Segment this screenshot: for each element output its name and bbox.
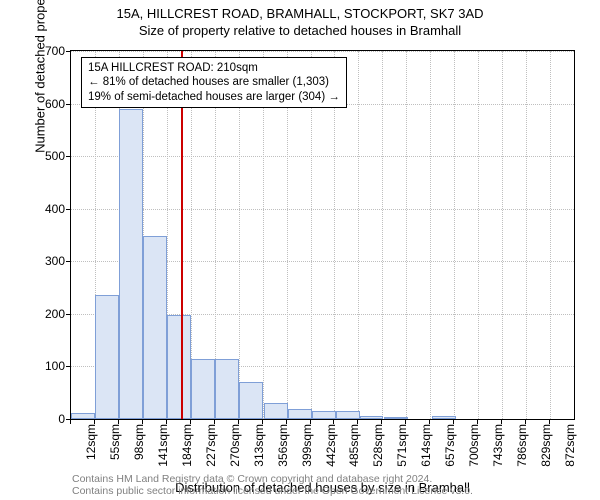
ytick-label: 600	[25, 97, 65, 111]
xtick-label: 485sqm	[347, 424, 361, 474]
gridline-h	[71, 209, 574, 210]
xtick-mark	[166, 419, 167, 424]
xtick-label: 872sqm	[563, 424, 577, 474]
xtick-mark	[549, 419, 550, 424]
histogram-bar	[119, 109, 143, 419]
xtick-label: 743sqm	[491, 424, 505, 474]
annotation-line: 15A HILLCREST ROAD: 210sqm	[88, 61, 340, 75]
annotation-line: ← 81% of detached houses are smaller (1,…	[88, 75, 340, 89]
ytick-mark	[66, 51, 71, 52]
xtick-label: 12sqm	[84, 424, 98, 474]
xtick-mark	[94, 419, 95, 424]
xtick-mark	[214, 419, 215, 424]
xtick-label: 700sqm	[467, 424, 481, 474]
xtick-label: 184sqm	[180, 424, 194, 474]
xtick-mark	[453, 419, 454, 424]
xtick-label: 227sqm	[204, 424, 218, 474]
xtick-mark	[381, 419, 382, 424]
xtick-label: 786sqm	[515, 424, 529, 474]
ytick-label: 200	[25, 307, 65, 321]
xtick-mark	[286, 419, 287, 424]
y-axis-label: Number of detached properties	[33, 0, 48, 153]
xtick-label: 528sqm	[371, 424, 385, 474]
gridline-v	[358, 51, 359, 419]
footer: Contains HM Land Registry data © Crown c…	[72, 473, 473, 498]
xtick-label: 98sqm	[132, 424, 146, 474]
ytick-label: 300	[25, 254, 65, 268]
gridline-v	[430, 51, 431, 419]
xtick-label: 356sqm	[276, 424, 290, 474]
title-sub: Size of property relative to detached ho…	[0, 21, 600, 38]
xtick-label: 571sqm	[395, 424, 409, 474]
gridline-v	[502, 51, 503, 419]
histogram-bar	[143, 236, 167, 419]
ytick-mark	[66, 261, 71, 262]
xtick-mark	[238, 419, 239, 424]
histogram-bar	[215, 359, 239, 419]
ytick-mark	[66, 104, 71, 105]
xtick-mark	[142, 419, 143, 424]
ytick-mark	[66, 314, 71, 315]
gridline-v	[382, 51, 383, 419]
footer-line2: Contains public sector information licen…	[72, 485, 473, 498]
xtick-label: 657sqm	[443, 424, 457, 474]
xtick-label: 313sqm	[252, 424, 266, 474]
histogram-bar	[264, 403, 288, 419]
ytick-mark	[66, 366, 71, 367]
xtick-mark	[405, 419, 406, 424]
xtick-mark	[333, 419, 334, 424]
gridline-v	[550, 51, 551, 419]
xtick-mark	[70, 419, 71, 424]
footer-line1: Contains HM Land Registry data © Crown c…	[72, 473, 473, 486]
ytick-label: 100	[25, 359, 65, 373]
gridline-v	[478, 51, 479, 419]
histogram-bar	[167, 315, 191, 419]
xtick-mark	[357, 419, 358, 424]
annotation-box: 15A HILLCREST ROAD: 210sqm← 81% of detac…	[81, 57, 347, 108]
xtick-label: 55sqm	[108, 424, 122, 474]
histogram-bar	[95, 295, 119, 419]
xtick-mark	[190, 419, 191, 424]
plot-area: 15A HILLCREST ROAD: 210sqm← 81% of detac…	[70, 50, 575, 420]
xtick-label: 829sqm	[539, 424, 553, 474]
title-main: 15A, HILLCREST ROAD, BRAMHALL, STOCKPORT…	[0, 0, 600, 21]
chart-container: 15A, HILLCREST ROAD, BRAMHALL, STOCKPORT…	[0, 0, 600, 500]
ytick-label: 0	[25, 412, 65, 426]
xtick-mark	[310, 419, 311, 424]
xtick-label: 270sqm	[228, 424, 242, 474]
gridline-v	[454, 51, 455, 419]
histogram-bar	[312, 411, 336, 419]
histogram-bar	[360, 416, 384, 419]
xtick-mark	[501, 419, 502, 424]
histogram-bar	[336, 411, 360, 419]
ytick-mark	[66, 209, 71, 210]
histogram-bar	[288, 409, 312, 420]
ytick-mark	[66, 156, 71, 157]
ytick-label: 700	[25, 44, 65, 58]
xtick-mark	[262, 419, 263, 424]
xtick-mark	[477, 419, 478, 424]
xtick-mark	[118, 419, 119, 424]
xtick-label: 399sqm	[300, 424, 314, 474]
histogram-bar	[191, 359, 215, 419]
histogram-bar	[239, 382, 263, 419]
ytick-label: 500	[25, 149, 65, 163]
gridline-v	[406, 51, 407, 419]
annotation-line: 19% of semi-detached houses are larger (…	[88, 90, 340, 104]
xtick-label: 614sqm	[419, 424, 433, 474]
ytick-label: 400	[25, 202, 65, 216]
gridline-h	[71, 51, 574, 52]
chart-area: Number of detached properties 0100200300…	[70, 50, 575, 420]
xtick-mark	[429, 419, 430, 424]
xtick-mark	[525, 419, 526, 424]
gridline-v	[526, 51, 527, 419]
gridline-h	[71, 156, 574, 157]
xtick-label: 442sqm	[324, 424, 338, 474]
xtick-label: 141sqm	[156, 424, 170, 474]
histogram-bar	[71, 413, 95, 419]
